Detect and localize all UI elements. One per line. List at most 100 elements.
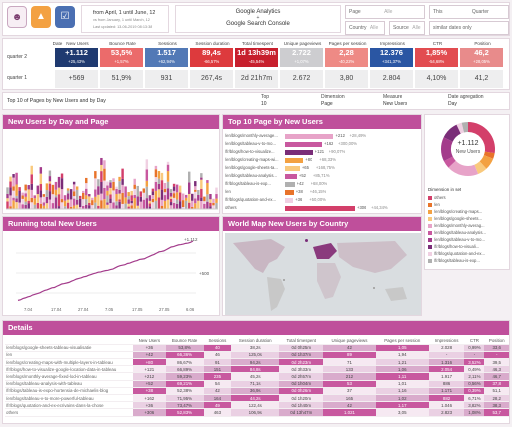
legend-item[interactable]: /en/blogs/google-sheets... — [428, 216, 482, 221]
daily-bar-segment[interactable] — [9, 181, 12, 188]
daily-bar-segment[interactable] — [21, 192, 24, 196]
daily-bar-segment[interactable] — [169, 205, 173, 209]
daily-bar-segment[interactable] — [39, 190, 43, 198]
daily-bar-segment[interactable] — [127, 196, 130, 200]
daily-bar-segment[interactable] — [197, 190, 200, 195]
daily-bar-segment[interactable] — [109, 194, 112, 199]
daily-bar-segment[interactable] — [194, 191, 197, 199]
daily-bar-segment[interactable] — [106, 185, 109, 191]
top10-bar[interactable] — [285, 189, 294, 195]
daily-bar-segment[interactable] — [206, 180, 209, 183]
this-filter[interactable]: This Quarter — [429, 5, 509, 19]
daily-bar-segment[interactable] — [100, 193, 103, 201]
daily-bar-segment[interactable] — [200, 201, 203, 209]
daily-bar-segment[interactable] — [9, 176, 12, 182]
daily-bar-segment[interactable] — [169, 202, 173, 206]
daily-bar-segment[interactable] — [169, 198, 173, 203]
daily-bar-segment[interactable] — [15, 172, 18, 185]
daily-bar-segment[interactable] — [27, 200, 30, 204]
daily-bar-segment[interactable] — [188, 182, 191, 194]
daily-bar-segment[interactable] — [197, 194, 200, 201]
daily-bar-segment[interactable] — [72, 198, 76, 206]
daily-bar-segment[interactable] — [212, 202, 215, 206]
daily-bar-segment[interactable] — [82, 199, 85, 206]
daily-bar-segment[interactable] — [109, 203, 112, 209]
daily-bar-segment[interactable] — [154, 200, 158, 209]
world-map[interactable] — [225, 233, 421, 315]
daily-bar-segment[interactable] — [24, 196, 27, 202]
details-row[interactable]: /en/blogs/monthly-average-fixed-lod-in-t… — [5, 372, 509, 381]
daily-bar-segment[interactable] — [69, 199, 73, 207]
daily-bar-segment[interactable] — [188, 202, 191, 209]
daily-bar-segment[interactable] — [9, 195, 12, 207]
daily-bar-segment[interactable] — [163, 200, 167, 209]
details-row[interactable]: /fr/blogs/tableau-is-expo-hortensia-de-m… — [5, 387, 509, 396]
source-filter[interactable]: Source Alle — [389, 21, 425, 35]
daily-bar-segment[interactable] — [172, 197, 176, 203]
daily-bar-segment[interactable] — [112, 178, 115, 182]
daily-bar-segment[interactable] — [148, 195, 152, 201]
daily-bar-segment[interactable] — [27, 185, 30, 190]
daily-bar-segment[interactable] — [160, 205, 164, 209]
daily-bar-segment[interactable] — [154, 190, 158, 201]
daily-bar-segment[interactable] — [184, 200, 188, 209]
details-row[interactable]: /fr/blogs/quotation-and-ex-ecrivains-dan… — [5, 401, 509, 410]
daily-bar-segment[interactable] — [6, 201, 9, 209]
daily-bar-segment[interactable] — [175, 199, 179, 204]
daily-bar-segment[interactable] — [175, 203, 179, 209]
country-filter[interactable]: Country Alle — [345, 21, 385, 35]
daily-bar-segment[interactable] — [157, 178, 161, 184]
daily-bar-segment[interactable] — [15, 202, 18, 209]
daily-bar-segment[interactable] — [121, 178, 124, 185]
daily-bar-segment[interactable] — [157, 183, 161, 190]
daily-bar-segment[interactable] — [148, 203, 152, 207]
daily-bar-segment[interactable] — [127, 203, 130, 207]
donut-slice[interactable] — [479, 155, 494, 169]
daily-bar-segment[interactable] — [36, 194, 40, 203]
daily-bar-segment[interactable] — [151, 195, 155, 199]
daily-bar-segment[interactable] — [36, 202, 40, 209]
top10-page-label[interactable]: /fr/blogs/how-to-visualize... — [225, 149, 275, 154]
top10-bar[interactable] — [285, 205, 355, 211]
daily-bar-segment[interactable] — [54, 195, 58, 198]
daily-bar-segment[interactable] — [172, 202, 176, 209]
daily-bar-segment[interactable] — [188, 171, 191, 183]
daily-bar-segment[interactable] — [39, 184, 43, 191]
top10-bar[interactable] — [285, 197, 294, 203]
daily-bar-segment[interactable] — [48, 176, 52, 182]
daily-bar-segment[interactable] — [69, 189, 73, 200]
daily-bar-segment[interactable] — [12, 190, 15, 198]
page-filter[interactable]: Page Alle — [345, 5, 425, 19]
daily-bar-segment[interactable] — [169, 192, 173, 197]
daily-bar-segment[interactable] — [112, 181, 115, 191]
daily-bar-segment[interactable] — [166, 164, 170, 172]
top10-page-label[interactable]: /en/blogs/monthly-average... — [225, 133, 278, 138]
similar-dates-toggle[interactable]: similar dates only — [429, 21, 509, 35]
daily-bar-segment[interactable] — [209, 206, 212, 209]
daily-bar-segment[interactable] — [212, 205, 215, 209]
daily-bar-segment[interactable] — [112, 202, 115, 209]
daily-bar-segment[interactable] — [200, 177, 203, 180]
daily-bar-segment[interactable] — [100, 164, 103, 172]
daily-bar-segment[interactable] — [75, 199, 79, 205]
daily-bar-segment[interactable] — [194, 203, 197, 209]
daily-bar-segment[interactable] — [54, 197, 58, 209]
daily-bar-segment[interactable] — [160, 199, 164, 206]
daily-bar-segment[interactable] — [206, 182, 209, 195]
daily-bar-segment[interactable] — [100, 157, 103, 165]
daily-bar-segment[interactable] — [45, 190, 49, 197]
daily-bar-segment[interactable] — [30, 202, 33, 209]
daily-bar-segment[interactable] — [172, 183, 176, 187]
daily-bar-segment[interactable] — [12, 200, 15, 209]
daily-bar-segment[interactable] — [72, 184, 76, 192]
daily-bar-segment[interactable] — [24, 184, 27, 191]
daily-bar-segment[interactable] — [109, 198, 112, 204]
daily-bar-segment[interactable] — [139, 201, 142, 209]
daily-bar-segment[interactable] — [142, 199, 146, 209]
daily-bar-segment[interactable] — [72, 191, 76, 197]
daily-bar-segment[interactable] — [115, 205, 118, 209]
top10-bar[interactable] — [285, 157, 304, 163]
daily-bar-segment[interactable] — [181, 193, 185, 201]
daily-bar-segment[interactable] — [130, 205, 133, 209]
daily-bar-segment[interactable] — [75, 189, 79, 200]
